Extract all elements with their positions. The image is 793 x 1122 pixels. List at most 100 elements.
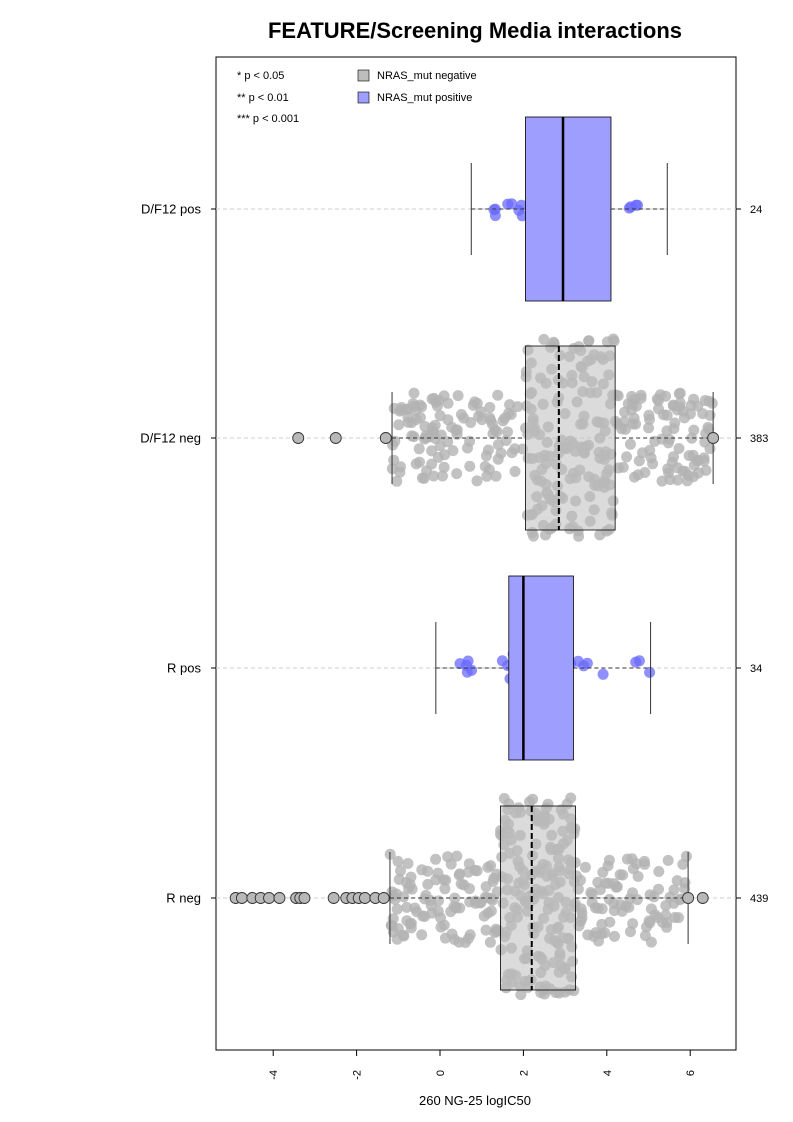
point-d-f12-neg [471,475,483,487]
point-d-f12-neg [465,417,477,428]
point-d-f12-neg [673,443,685,454]
point-d-f12-neg [438,461,450,473]
point-d-f12-neg [419,421,431,432]
point-r-neg [599,927,611,939]
point-r-neg [451,850,463,862]
point-d-f12-neg [479,461,491,472]
point-d-f12-neg [490,470,502,482]
point-d-f12-neg [452,390,464,402]
point-d-f12-neg [410,458,422,470]
point-d-f12-neg [704,443,716,455]
box-d-f12-neg [525,345,616,531]
point-d-f12-neg [628,412,640,424]
point-d-f12-neg [410,404,422,416]
point-r-neg [673,912,684,924]
point-r-neg [455,878,467,890]
legend-label-positive: NRAS_mut positive [377,92,472,104]
point-d-f12-neg [669,417,681,429]
point-d-f12-neg [538,333,550,345]
point-r-neg [405,871,417,883]
point-r-neg [671,875,683,887]
point-r-neg [515,989,527,1001]
point-d-f12-neg [674,387,686,399]
point-d-f12-neg [653,403,664,415]
point-r-neg [405,917,417,929]
group-count-d-f12-neg: 383 [750,433,768,445]
outlier-d-f12-neg [329,432,342,444]
point-r-neg [590,927,602,939]
point-r-neg [597,866,609,878]
outlier-r-neg [327,892,340,904]
point-r-pos [644,666,656,678]
point-r-pos [454,658,466,670]
group-guide-lines [216,208,736,899]
point-d-f12-neg [500,435,512,446]
point-r-neg [425,899,437,911]
point-r-pos [630,656,642,668]
point-r-neg [402,858,414,869]
point-r-neg [575,915,587,927]
outlier-r-neg [263,892,275,904]
point-r-neg [409,902,421,914]
point-d-f12-neg [391,475,403,487]
point-r-neg [393,874,405,885]
point-d-f12-neg [629,471,640,483]
outlier-r-neg [273,892,286,904]
point-r-neg [603,854,615,866]
point-d-f12-neg [693,467,704,479]
point-r-neg [662,854,674,866]
point-d-f12-neg [688,424,700,436]
legend-swatch-negative [357,69,370,82]
point-d-f12-neg [492,389,504,401]
point-d-f12-neg [654,389,666,401]
point-r-neg [645,936,657,948]
point-r-neg [386,919,398,931]
point-d-f12-neg [451,468,463,480]
point-r-neg [438,874,449,886]
point-r-pos [578,660,590,672]
point-d-f12-neg [583,335,595,347]
point-r-neg [480,924,492,936]
point-r-neg [639,858,651,870]
point-d-f12-pos [488,204,500,216]
point-r-neg [645,903,657,915]
x-tick-label: 4 [602,1070,614,1076]
point-d-f12-neg [442,397,454,409]
point-r-neg [416,864,428,876]
outlier-d-f12-neg [292,432,305,444]
point-d-f12-neg [464,435,476,447]
point-d-f12-neg [421,465,433,477]
x-tick-label: -2 [352,1070,364,1080]
point-r-neg [576,907,588,919]
point-r-neg [527,793,539,805]
x-tick-label: 6 [685,1070,697,1076]
point-d-f12-neg [540,529,551,541]
significance-legend-3: *** p < 0.001 [237,113,299,125]
legend-swatch-positive [357,91,370,104]
point-r-neg [395,865,406,877]
outlier-d-f12-neg [707,432,720,444]
point-d-f12-neg [644,413,655,425]
x-tick-label: -4 [268,1070,280,1080]
point-r-neg [579,861,591,873]
outlier-r-neg [696,892,709,904]
point-d-f12-neg [473,410,485,422]
point-d-f12-neg [625,438,636,450]
x-axis: -4 -2 0 2 4 6 [268,1050,697,1080]
outlier-d-f12-neg [379,432,392,444]
point-d-f12-neg [426,445,438,457]
plot-frame [215,56,737,1051]
point-d-f12-neg [413,443,425,455]
legend-label-negative: NRAS_mut negative [377,70,477,82]
outlier-r-neg [235,892,248,904]
legend: * p < 0.05 ** p < 0.01 *** p < 0.001 NRA… [237,69,477,125]
point-d-f12-neg [663,467,675,479]
point-d-f12-pos [516,199,527,211]
point-d-f12-neg [684,408,696,420]
point-r-neg [482,861,494,873]
point-r-neg [416,929,428,941]
box-elements [229,116,720,991]
point-r-neg [621,853,633,865]
point-d-f12-neg [489,424,501,436]
group-count-r-neg: 439 [750,893,768,905]
